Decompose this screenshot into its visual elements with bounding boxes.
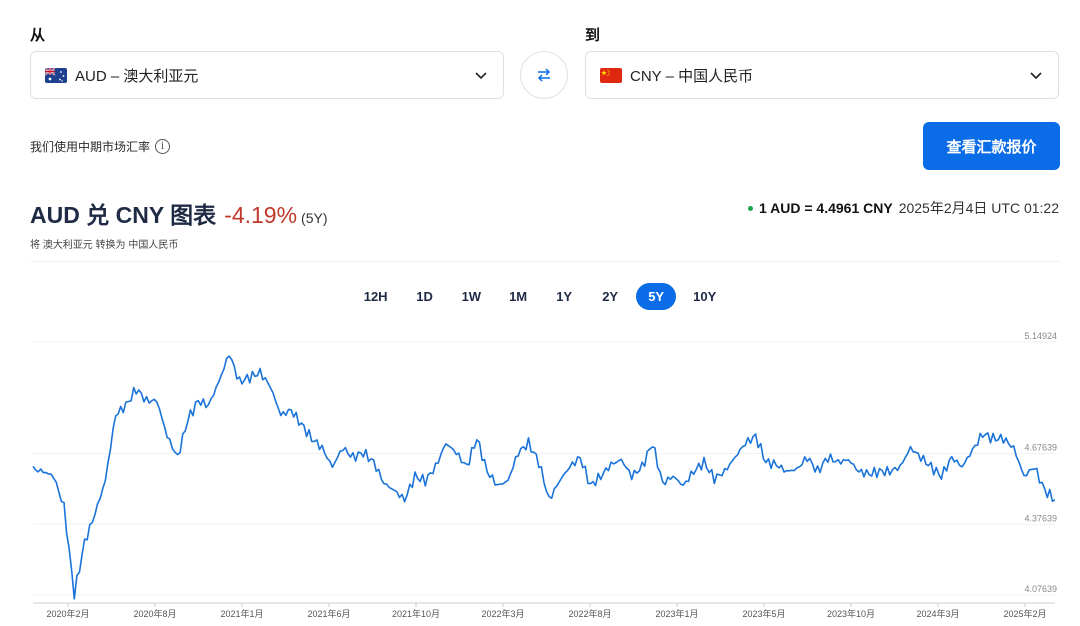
to-currency-value: CNY – 中国人民币 xyxy=(630,67,754,85)
x-tick-label: 2020年8月 xyxy=(133,608,176,619)
x-tick-label: 2023年10月 xyxy=(827,608,875,619)
x-tick-label: 2021年6月 xyxy=(307,608,350,619)
x-tick-label: 2021年1月 xyxy=(220,608,263,619)
live-status-dot xyxy=(747,205,753,211)
range-button-1m[interactable]: 1M xyxy=(509,289,528,304)
chart-title: AUD 兑 CNY 图表 xyxy=(30,202,217,228)
y-tick-label: 4.07639 xyxy=(1024,584,1057,594)
x-tick-label: 2025年2月 xyxy=(1003,608,1046,619)
info-icon[interactable]: i xyxy=(155,139,171,154)
from-label: 从 xyxy=(30,27,46,44)
chart-change: -4.19% xyxy=(224,202,298,228)
chevron-down-icon xyxy=(1030,72,1042,80)
live-rate-value: 1 AUD = 4.4961 CNY xyxy=(758,200,893,216)
range-button-2y[interactable]: 2Y xyxy=(602,289,619,304)
x-tick-label: 2021年10月 xyxy=(392,608,440,619)
header-divider xyxy=(30,261,1060,262)
x-tick-label: 2022年8月 xyxy=(568,608,611,619)
chart-period: (5Y) xyxy=(301,210,328,226)
x-tick-label: 2023年1月 xyxy=(655,608,698,619)
range-button-1d[interactable]: 1D xyxy=(416,289,433,304)
x-tick-label: 2024年3月 xyxy=(916,608,959,619)
series-line-0 xyxy=(32,355,1056,600)
from-currency-value: AUD – 澳大利亚元 xyxy=(75,67,199,85)
y-tick-label: 4.67639 xyxy=(1024,443,1057,453)
range-button-1w[interactable]: 1W xyxy=(461,289,482,304)
china-flag-icon xyxy=(600,67,622,83)
view-quote-button[interactable]: 查看汇款报价 xyxy=(923,122,1060,170)
australia-flag-icon xyxy=(45,67,67,83)
swap-currencies-button[interactable] xyxy=(520,51,568,99)
mid-market-rate-note: 我们使用中期市场汇率 i xyxy=(30,138,171,155)
chart-header: AUD 兑 CNY 图表 -4.19% (5Y) xyxy=(30,196,327,230)
chevron-down-icon xyxy=(475,72,487,80)
range-button-12h[interactable]: 12H xyxy=(363,289,388,304)
x-tick-label: 2022年3月 xyxy=(481,608,524,619)
chart-subtitle: 将 澳大利亚元 转换为 中国人民币 xyxy=(30,240,179,251)
to-currency-select[interactable]: CNY – 中国人民币 xyxy=(585,51,1059,99)
live-rate-timestamp: 2025年2月4日 UTC 01:22 xyxy=(898,200,1059,216)
from-currency-select[interactable]: AUD – 澳大利亚元 xyxy=(30,51,504,99)
rate-line-chart: 5.14924 4.67639 4.37639 4.07639 2020年2月 2020年… xyxy=(32,331,1057,619)
to-label: 到 xyxy=(585,27,601,44)
rate-note-text: 我们使用中期市场汇率 xyxy=(30,140,151,154)
swap-arrows-icon xyxy=(537,68,551,82)
range-button-1y[interactable]: 1Y xyxy=(556,289,573,304)
y-tick-label: 5.14924 xyxy=(1024,331,1057,341)
x-tick-label: 2023年5月 xyxy=(742,608,785,619)
range-button-10y[interactable]: 10Y xyxy=(693,289,717,304)
range-button-5y[interactable]: 5Y xyxy=(636,283,677,310)
live-rate: 1 AUD = 4.4961 CNY 2025年2月4日 UTC 01:22 xyxy=(747,198,1059,218)
x-tick-label: 2020年2月 xyxy=(46,608,89,619)
range-selector: 12H 1D 1W 1M 1Y 2Y 5Y 10Y xyxy=(0,283,1080,310)
y-tick-label: 4.37639 xyxy=(1024,513,1057,523)
